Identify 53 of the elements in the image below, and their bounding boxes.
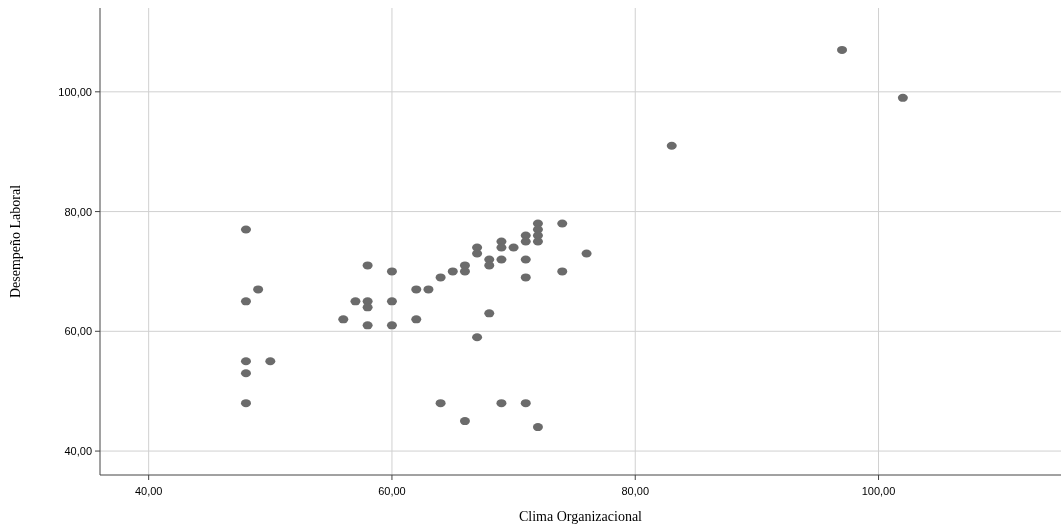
point: [240, 369, 251, 378]
point: [362, 321, 373, 330]
point: [520, 399, 531, 408]
point: [240, 399, 251, 408]
point: [240, 225, 251, 234]
point: [837, 45, 848, 54]
point: [411, 315, 422, 324]
point: [350, 297, 361, 306]
point: [484, 309, 495, 318]
point: [520, 255, 531, 264]
point: [666, 141, 677, 150]
point: [362, 303, 373, 312]
point: [338, 315, 349, 324]
point: [472, 249, 483, 258]
point: [520, 273, 531, 282]
point: [435, 273, 446, 282]
point: [532, 423, 543, 432]
y-tick-label: 100,00: [58, 85, 92, 98]
point: [496, 243, 507, 252]
point: [484, 261, 495, 270]
x-tick-label: 60,00: [378, 485, 406, 497]
point: [423, 285, 434, 294]
point: [508, 243, 519, 252]
point: [520, 237, 531, 246]
point: [496, 255, 507, 264]
point: [472, 333, 483, 342]
y-tick-label: 60,00: [64, 325, 92, 338]
point: [459, 417, 470, 426]
y-tick-label: 80,00: [64, 205, 92, 218]
x-tick-label: 80,00: [621, 485, 650, 497]
point: [581, 249, 592, 258]
point: [496, 399, 507, 408]
x-tick-label: 40,00: [134, 485, 163, 497]
point: [435, 399, 446, 408]
point: [265, 357, 276, 366]
point: [386, 297, 397, 306]
point: [459, 267, 470, 276]
point: [411, 285, 422, 294]
y-tick-label: 40,00: [64, 445, 92, 458]
point: [447, 267, 458, 276]
point: [386, 321, 397, 330]
x-tick-label: 100,00: [861, 485, 896, 497]
y-axis-title: Desempeño Laboral: [8, 184, 23, 299]
point: [253, 285, 264, 294]
x-axis-title: Clima Organizacional: [519, 509, 643, 524]
point: [557, 267, 568, 276]
point: [240, 297, 251, 306]
point: [897, 93, 908, 102]
point: [386, 267, 397, 276]
point: [557, 219, 568, 228]
point: [240, 357, 251, 366]
point: [532, 237, 543, 246]
point: [362, 261, 373, 270]
